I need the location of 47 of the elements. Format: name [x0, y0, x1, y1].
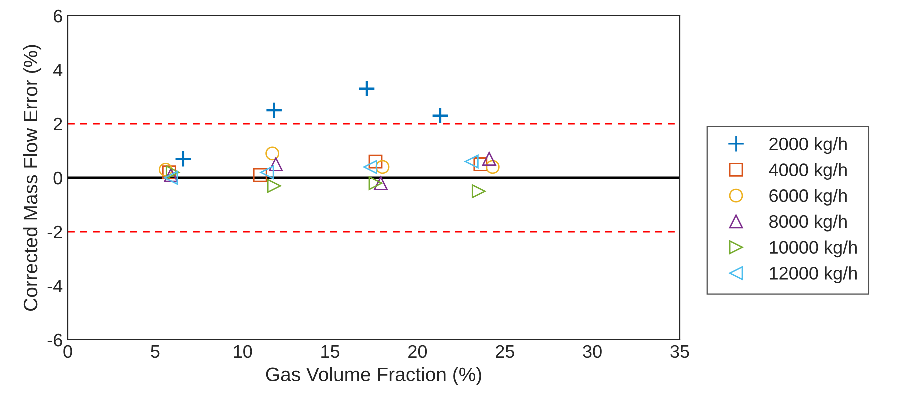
- y-tick-label: 6: [54, 10, 62, 23]
- point: [166, 166, 180, 180]
- point: [374, 176, 388, 190]
- point: [164, 171, 178, 185]
- point: [164, 168, 178, 182]
- point: [267, 179, 282, 194]
- point: [472, 184, 486, 198]
- x-tick-label: 20: [408, 345, 428, 358]
- legend-label: 2000 kg/h: [770, 137, 847, 154]
- x-tick-label: 25: [496, 345, 514, 358]
- point: [474, 158, 488, 172]
- x-tick-label: 5: [151, 346, 160, 358]
- x-tick-label: 35: [670, 345, 690, 358]
- x-tick-label: 0: [64, 345, 72, 358]
- point: [432, 107, 450, 125]
- point: [358, 80, 376, 98]
- point: [266, 146, 280, 161]
- point: [174, 150, 192, 168]
- point: [368, 154, 383, 169]
- point: [266, 102, 284, 120]
- point: [464, 154, 479, 169]
- y-axis-title: Corrected Mass Flow Error (%): [23, 45, 42, 311]
- legend-label: 4000 kg/h: [769, 163, 847, 180]
- legend-label: 6000 kg/h: [770, 189, 847, 206]
- point: [368, 176, 383, 190]
- y-tick-label: 4: [54, 64, 63, 77]
- point: [269, 158, 284, 172]
- x-tick-label: 15: [322, 346, 340, 358]
- x-tick-label: 10: [234, 345, 252, 358]
- legend-label: 12000 kg/h: [770, 266, 857, 284]
- point: [486, 160, 500, 174]
- point: [162, 166, 176, 180]
- y-tick-label: 0: [54, 172, 62, 185]
- x-axis-title: Gas Volume Fraction (%): [266, 367, 482, 386]
- point: [253, 168, 268, 182]
- y-tick-label: -2: [48, 226, 62, 239]
- point: [364, 160, 378, 174]
- legend-label: 8000 kg/h: [770, 214, 847, 232]
- legend-label: 10000 kg/h: [770, 240, 857, 258]
- point: [482, 152, 496, 166]
- y-tick-label: -6: [48, 334, 62, 347]
- y-tick-label: -4: [48, 280, 63, 293]
- point: [158, 162, 173, 177]
- point: [260, 166, 274, 180]
- x-tick-label: 30: [583, 345, 602, 358]
- point: [376, 160, 390, 174]
- y-tick-label: 2: [54, 118, 62, 131]
